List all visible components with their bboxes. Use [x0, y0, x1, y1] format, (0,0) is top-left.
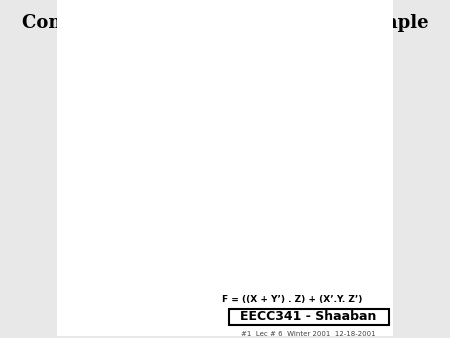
Text: 5: 5 — [288, 91, 294, 100]
Text: 0: 0 — [302, 52, 307, 61]
Text: Given this logic circuit we can :: Given this logic circuit we can : — [62, 30, 235, 40]
Text: 0: 0 — [302, 59, 307, 69]
Text: 00110011: 00110011 — [68, 157, 99, 162]
Text: 0: 0 — [302, 75, 307, 84]
Text: • Create truth table by applying all input combinations:: • Create truth table by applying all inp… — [70, 51, 354, 60]
Text: 0: 0 — [311, 52, 316, 61]
Text: Y: Y — [311, 42, 317, 51]
Text: X+Y’: X+Y’ — [146, 134, 166, 143]
Text: 0: 0 — [329, 75, 334, 84]
Text: (X+Y’) . Z: (X+Y’) . Z — [220, 149, 258, 155]
Text: 1: 1 — [311, 107, 316, 116]
Text: 01010101: 01010101 — [179, 179, 210, 184]
Text: Z: Z — [61, 179, 68, 189]
Text: Combinational Circuit Analysis Example: Combinational Circuit Analysis Example — [22, 14, 428, 32]
Text: X’. Y. Z’: X’. Y. Z’ — [237, 256, 267, 261]
Text: 0: 0 — [329, 52, 334, 61]
Text: 0: 0 — [320, 68, 325, 77]
Text: 11110000: 11110000 — [142, 226, 173, 232]
Text: • Manipulate logic expression to other forms using theorems.: • Manipulate logic expression to other f… — [70, 69, 384, 77]
Text: #1  Lec # 6  Winter 2001  12-18-2001: #1 Lec # 6 Winter 2001 12-18-2001 — [241, 331, 376, 337]
Text: 11001111: 11001111 — [140, 140, 171, 145]
Text: Y: Y — [188, 242, 194, 251]
Circle shape — [138, 226, 140, 227]
Text: 3: 3 — [288, 75, 294, 84]
Text: 1: 1 — [311, 75, 316, 84]
Text: 0: 0 — [320, 99, 325, 108]
Text: X,Y,Z: X,Y,Z — [299, 141, 315, 146]
Text: Z  01010101: Z 01010101 — [173, 178, 222, 184]
Circle shape — [138, 260, 140, 262]
Text: 1: 1 — [320, 91, 325, 100]
Text: • Find corresponding logic expression from circuit: • Find corresponding logic expression fr… — [70, 42, 325, 51]
Text: X’: X’ — [142, 222, 151, 231]
FancyBboxPatch shape — [229, 309, 389, 325]
Text: 1: 1 — [302, 83, 307, 93]
Text: 1: 1 — [329, 68, 334, 77]
Text: 01000101: 01000101 — [220, 155, 251, 160]
Text: 01100101: 01100101 — [282, 203, 313, 208]
Text: Row: Row — [288, 42, 310, 51]
Text: Y: Y — [61, 157, 68, 167]
Text: 0: 0 — [302, 68, 307, 77]
Text: 01010101: 01010101 — [68, 179, 99, 184]
Text: F: F — [288, 212, 295, 222]
Text: corresponding logic expression:: corresponding logic expression: — [117, 291, 279, 300]
Text: 1: 1 — [329, 91, 334, 100]
Text: 0: 0 — [311, 91, 316, 100]
Text: 1: 1 — [320, 75, 325, 84]
Text: F = Σ: F = Σ — [288, 138, 313, 147]
Text: 0: 0 — [329, 99, 334, 108]
Text: F: F — [329, 42, 335, 51]
Text: 1: 1 — [320, 107, 325, 116]
Text: Z: Z — [174, 179, 180, 188]
Text: 1: 1 — [329, 107, 334, 116]
FancyBboxPatch shape — [58, 2, 392, 334]
Text: F = ((X + Y’) . Z) + (X’.Y. Z’): F = ((X + Y’) . Z) + (X’.Y. Z’) — [222, 295, 362, 304]
Text: 0: 0 — [320, 52, 325, 61]
Text: 00100000: 00100000 — [237, 250, 268, 256]
Text: 1: 1 — [311, 68, 316, 77]
Text: X: X — [61, 142, 68, 152]
Text: 1: 1 — [288, 59, 294, 69]
Text: 00001111: 00001111 — [141, 141, 171, 146]
Text: (1, 2, 5,7): (1, 2, 5,7) — [312, 138, 356, 147]
Text: 00110011: 00110011 — [194, 242, 225, 247]
Text: 11001100: 11001100 — [101, 174, 132, 179]
Text: 0: 0 — [288, 52, 294, 61]
Text: X,Y,Z: X,Y,Z — [299, 161, 315, 166]
Text: 6: 6 — [288, 99, 294, 108]
Text: 0: 0 — [320, 83, 325, 93]
Text: Z: Z — [320, 42, 326, 51]
Text: • From truth table find Canonical Sum/Product  Representations: • From truth table find Canonical Sum/Pr… — [77, 59, 352, 69]
Text: 0: 0 — [311, 83, 316, 93]
Text: F = Π: F = Π — [288, 158, 314, 167]
Text: 1: 1 — [320, 59, 325, 69]
Text: 10101010: 10101010 — [142, 261, 173, 266]
Text: 00001111: 00001111 — [124, 142, 155, 147]
Text: 0: 0 — [311, 59, 316, 69]
Text: Canonical Product: Canonical Product — [288, 149, 381, 158]
Text: Truth Table: Truth Table — [276, 30, 342, 40]
Circle shape — [127, 161, 129, 163]
Text: (0,3,4,6): (0,3,4,6) — [312, 158, 351, 167]
Text: Canonical Sum: Canonical Sum — [288, 129, 364, 138]
Text: 1: 1 — [302, 91, 307, 100]
Text: 4: 4 — [288, 83, 294, 93]
Text: 1: 1 — [302, 107, 307, 116]
Text: 1: 1 — [329, 59, 334, 69]
Text: 2: 2 — [288, 68, 294, 77]
Text: 00001111: 00001111 — [68, 142, 99, 147]
Text: Y’: Y’ — [112, 169, 121, 178]
Text: From truth table:: From truth table: — [288, 120, 376, 129]
Text: 0: 0 — [329, 83, 334, 93]
Text: EECC341 - Shaaban: EECC341 - Shaaban — [240, 311, 377, 323]
Text: 1: 1 — [311, 99, 316, 108]
Text: X: X — [302, 42, 309, 51]
Text: 11001100: 11001100 — [131, 157, 162, 162]
Text: 1: 1 — [302, 99, 307, 108]
Text: 7: 7 — [288, 107, 294, 116]
Text: Z’: Z’ — [142, 256, 151, 265]
